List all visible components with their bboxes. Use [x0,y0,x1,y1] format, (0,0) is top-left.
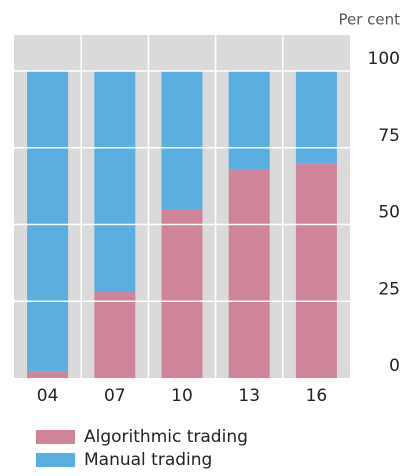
y-tick-label: 25 [378,279,400,299]
y-tick-label: 50 [378,203,400,223]
bar-segment [161,209,203,378]
legend-swatch [36,453,75,467]
y-tick-label: 0 [389,356,400,376]
legend-swatch [36,430,75,444]
bar-segment [94,292,136,378]
bar-segment [161,71,203,210]
legend-label: Algorithmic trading [84,427,248,447]
y-tick-label: 75 [378,126,400,146]
y-tick-label: 100 [368,49,400,69]
bar-segment [295,71,337,164]
legend-label: Manual trading [84,450,212,470]
bar-segment [295,163,337,378]
axis-unit: Per cent [338,11,400,29]
x-tick-label: 13 [238,386,260,406]
x-tick-label: 16 [306,386,328,406]
bar-segment [94,71,136,293]
x-tick-label: 04 [37,386,59,406]
bar-segment [27,371,69,378]
bar-segment [228,71,270,170]
bar-segment [228,169,270,378]
x-tick-label: 07 [104,386,126,406]
x-tick-label: 10 [171,386,193,406]
bar-segment [27,71,69,372]
